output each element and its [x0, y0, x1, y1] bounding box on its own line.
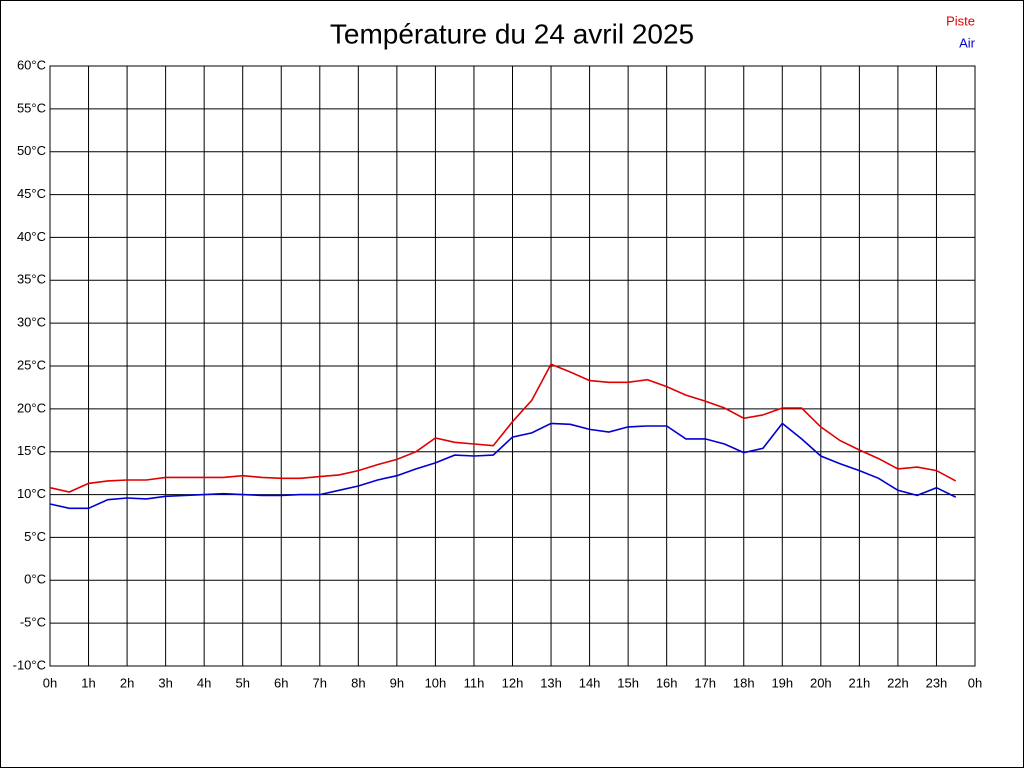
x-tick-label: 7h: [313, 675, 327, 690]
x-tick-label: 0h: [43, 675, 57, 690]
x-tick-label: 4h: [197, 675, 211, 690]
x-tick-label: 8h: [351, 675, 365, 690]
x-tick-label: 2h: [120, 675, 134, 690]
y-tick-label: -10°C: [13, 657, 46, 672]
x-tick-label: 15h: [617, 675, 639, 690]
y-tick-label: 50°C: [17, 143, 46, 158]
x-tick-label: 18h: [733, 675, 755, 690]
legend-entry: Piste: [946, 13, 975, 28]
x-tick-label: 23h: [926, 675, 948, 690]
y-tick-label: 55°C: [17, 100, 46, 115]
x-tick-label: 0h: [968, 675, 982, 690]
x-tick-label: 21h: [849, 675, 871, 690]
x-tick-label: 13h: [540, 675, 562, 690]
x-tick-label: 14h: [579, 675, 601, 690]
line-series: [49, 422, 957, 510]
y-tick-label: 25°C: [17, 357, 46, 372]
x-tick-label: 1h: [81, 675, 95, 690]
x-tick-label: 9h: [390, 675, 404, 690]
y-tick-label: 30°C: [17, 315, 46, 330]
x-tick-label: 5h: [235, 675, 249, 690]
y-tick-label: 35°C: [17, 272, 46, 287]
x-tick-label: 6h: [274, 675, 288, 690]
x-tick-label: 19h: [771, 675, 793, 690]
y-tick-label: 10°C: [17, 486, 46, 501]
y-tick-label: 45°C: [17, 186, 46, 201]
x-tick-label: 22h: [887, 675, 909, 690]
y-tick-label: 15°C: [17, 443, 46, 458]
x-tick-label: 16h: [656, 675, 678, 690]
legend-entry: Air: [959, 35, 976, 50]
y-tick-label: 60°C: [17, 57, 46, 72]
y-tick-label: 20°C: [17, 400, 46, 415]
y-tick-label: 0°C: [24, 572, 46, 587]
y-tick-label: -5°C: [20, 615, 46, 630]
x-tick-label: 3h: [158, 675, 172, 690]
x-tick-label: 20h: [810, 675, 832, 690]
x-tick-label: 12h: [502, 675, 524, 690]
line-series: [49, 363, 957, 493]
y-tick-label: 40°C: [17, 229, 46, 244]
chart-title: Température du 24 avril 2025: [330, 18, 694, 49]
x-tick-label: 11h: [464, 675, 485, 690]
x-tick-label: 17h: [694, 675, 716, 690]
x-tick-label: 10h: [425, 675, 447, 690]
y-tick-label: 5°C: [24, 529, 46, 544]
